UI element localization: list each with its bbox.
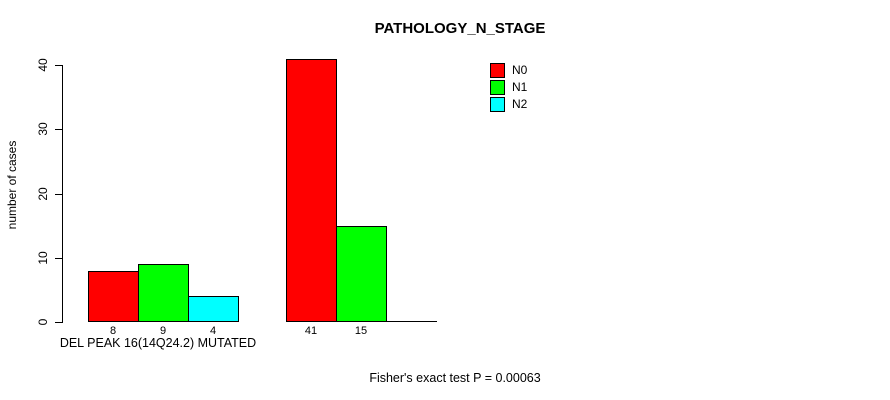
bar-value-label: 15 — [354, 325, 368, 337]
y-tick-mark — [55, 129, 62, 130]
y-tick-label: 40 — [36, 58, 50, 72]
chart-title: PATHOLOGY_N_STAGE — [374, 20, 546, 37]
y-tick-label: 0 — [36, 318, 50, 326]
bar-N1-group1 — [138, 264, 189, 322]
y-tick-label: 20 — [36, 187, 50, 201]
bar-value-label: 8 — [109, 325, 117, 337]
y-tick-mark — [55, 322, 62, 323]
legend-label: N0 — [512, 63, 528, 77]
y-tick-mark — [55, 194, 62, 195]
bar-value-label: 41 — [304, 325, 318, 337]
y-tick-mark — [55, 65, 62, 66]
bar-value-label: 4 — [209, 325, 217, 337]
legend-label: N2 — [512, 97, 528, 111]
legend: N0 N1 N2 — [490, 63, 527, 114]
legend-item-N0: N0 — [490, 63, 527, 78]
legend-label: N1 — [512, 80, 528, 94]
y-axis-line — [62, 65, 63, 323]
y-tick-label: 10 — [36, 251, 50, 265]
y-tick-mark — [55, 258, 62, 259]
legend-swatch-icon — [490, 80, 505, 95]
legend-item-N2: N2 — [490, 97, 527, 112]
legend-swatch-icon — [490, 63, 505, 78]
bar-value-label: 9 — [159, 325, 167, 337]
bar-N2-group1 — [188, 296, 239, 322]
legend-item-N1: N1 — [490, 80, 527, 95]
bar-N2-group2-zero — [386, 321, 437, 322]
bar-N0-group1 — [88, 271, 139, 322]
y-tick-label: 30 — [36, 122, 50, 136]
stat-annotation: Fisher's exact test P = 0.00063 — [369, 371, 541, 385]
bar-N0-group2 — [286, 59, 337, 322]
x-axis-label: DEL PEAK 16(14Q24.2) MUTATED — [59, 336, 257, 350]
y-axis-label: number of cases — [5, 140, 19, 230]
bar-N1-group2 — [336, 226, 387, 322]
legend-swatch-icon — [490, 97, 505, 112]
